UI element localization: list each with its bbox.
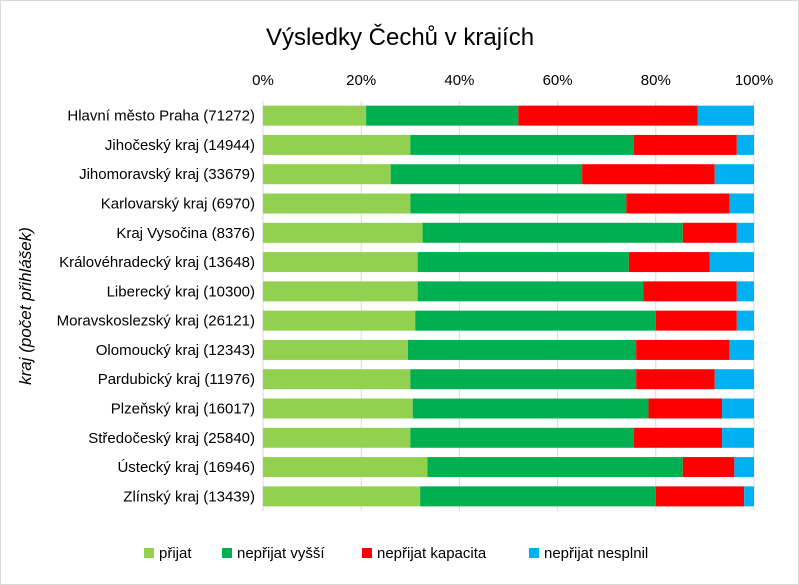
bar-segment: [422, 222, 683, 243]
category-label: Pardubický kraj (11976): [98, 371, 255, 388]
bar-segment: [410, 134, 634, 155]
bar-segment: [263, 310, 416, 331]
bar-segment: [263, 486, 421, 507]
category-label: Karlovarský kraj (6970): [101, 196, 255, 213]
x-tick-label: 100%: [735, 72, 773, 89]
bar-segment: [734, 457, 754, 478]
bar-segment: [633, 427, 723, 448]
bar-segment: [729, 193, 754, 214]
category-labels: Hlavní město Praha (71272) Jihočeský kraj…: [57, 108, 255, 506]
category-label: Moravskoslezský kraj (26121): [57, 313, 255, 330]
category-label: Olomoucký kraj (12343): [96, 342, 255, 359]
bar-segment: [722, 427, 754, 448]
legend-swatch: [529, 548, 539, 558]
bar-segment: [263, 369, 411, 390]
category-label: Liberecký kraj (10300): [107, 283, 255, 300]
bar-segment: [736, 134, 754, 155]
x-tick-label: 40%: [444, 72, 474, 89]
bar-segment: [628, 252, 710, 273]
bar-segment: [417, 281, 644, 302]
x-tick-label: 80%: [641, 72, 671, 89]
bar-segment: [263, 339, 408, 360]
category-label: Středočeský kraj (25840): [88, 430, 255, 447]
legend-label: přijat: [159, 545, 192, 562]
bar-segment: [636, 369, 715, 390]
category-label: Plzeňský kraj (16017): [111, 401, 255, 418]
legend-label: nepřijat kapacita: [377, 545, 487, 562]
x-axis-tick-labels: 0% 20% 40% 60% 80% 100%: [252, 72, 773, 89]
legend-swatch: [362, 548, 372, 558]
bar-segment: [427, 457, 683, 478]
legend-label: nepřijat nesplnil: [544, 545, 648, 562]
bar-segment: [407, 339, 637, 360]
category-label: Ústecký kraj (16946): [117, 459, 255, 476]
bars: [263, 105, 754, 507]
bar-segment: [518, 105, 698, 126]
bar-segment: [263, 105, 367, 126]
bar-segment: [415, 310, 656, 331]
bar-segment: [263, 222, 423, 243]
bar-segment: [410, 427, 634, 448]
x-tick-label: 0%: [252, 72, 274, 89]
y-axis-label: kraj (počet přihlášek): [16, 227, 35, 385]
category-label: Jihomoravský kraj (33679): [79, 166, 255, 183]
legend-label: nepřijat vyšší: [237, 545, 325, 562]
bar-segment: [736, 310, 754, 331]
bar-segment: [648, 398, 723, 419]
bar-segment: [744, 486, 754, 507]
bar-segment: [736, 281, 754, 302]
legend-swatch: [144, 548, 154, 558]
bar-segment: [263, 134, 411, 155]
bar-segment: [263, 457, 428, 478]
gridlines: [262, 101, 755, 511]
bar-segment: [729, 339, 754, 360]
bar-segment: [626, 193, 730, 214]
bar-segment: [263, 398, 413, 419]
bar-segment: [643, 281, 737, 302]
bar-segment: [682, 222, 737, 243]
bar-segment: [412, 398, 649, 419]
bar-segment: [263, 193, 411, 214]
bar-segment: [714, 164, 754, 185]
bar-segment: [633, 134, 737, 155]
bar-segment: [417, 252, 629, 273]
chart-title: Výsledky Čechů v krajích: [266, 23, 534, 51]
bar-segment: [263, 281, 418, 302]
bar-segment: [390, 164, 583, 185]
bar-segment: [263, 252, 418, 273]
bar-segment: [263, 164, 391, 185]
bar-segment: [714, 369, 754, 390]
category-label: Jihočeský kraj (14944): [105, 137, 255, 154]
bar-segment: [697, 105, 754, 126]
bar-segment: [410, 369, 637, 390]
category-label: Kraj Vysočina (8376): [116, 225, 255, 242]
bar-segment: [655, 486, 745, 507]
bar-segment: [410, 193, 627, 214]
bar-segment: [366, 105, 519, 126]
bar-segment: [722, 398, 754, 419]
bar-segment: [682, 457, 735, 478]
bar-segment: [420, 486, 656, 507]
bar-segment: [263, 427, 411, 448]
bar-segment: [655, 310, 737, 331]
legend: přijat nepřijat vyšší nepřijat kapacita nep…: [144, 545, 648, 562]
legend-swatch: [222, 548, 232, 558]
category-label: Zlínský kraj (13439): [123, 488, 255, 505]
category-label: Královéhradecký kraj (13648): [59, 254, 255, 271]
category-label: Hlavní město Praha (71272): [67, 108, 255, 125]
x-tick-label: 20%: [346, 72, 376, 89]
bar-segment: [636, 339, 730, 360]
x-tick-label: 60%: [543, 72, 573, 89]
bar-segment: [709, 252, 754, 273]
bar-segment: [582, 164, 715, 185]
bar-segment: [736, 222, 754, 243]
